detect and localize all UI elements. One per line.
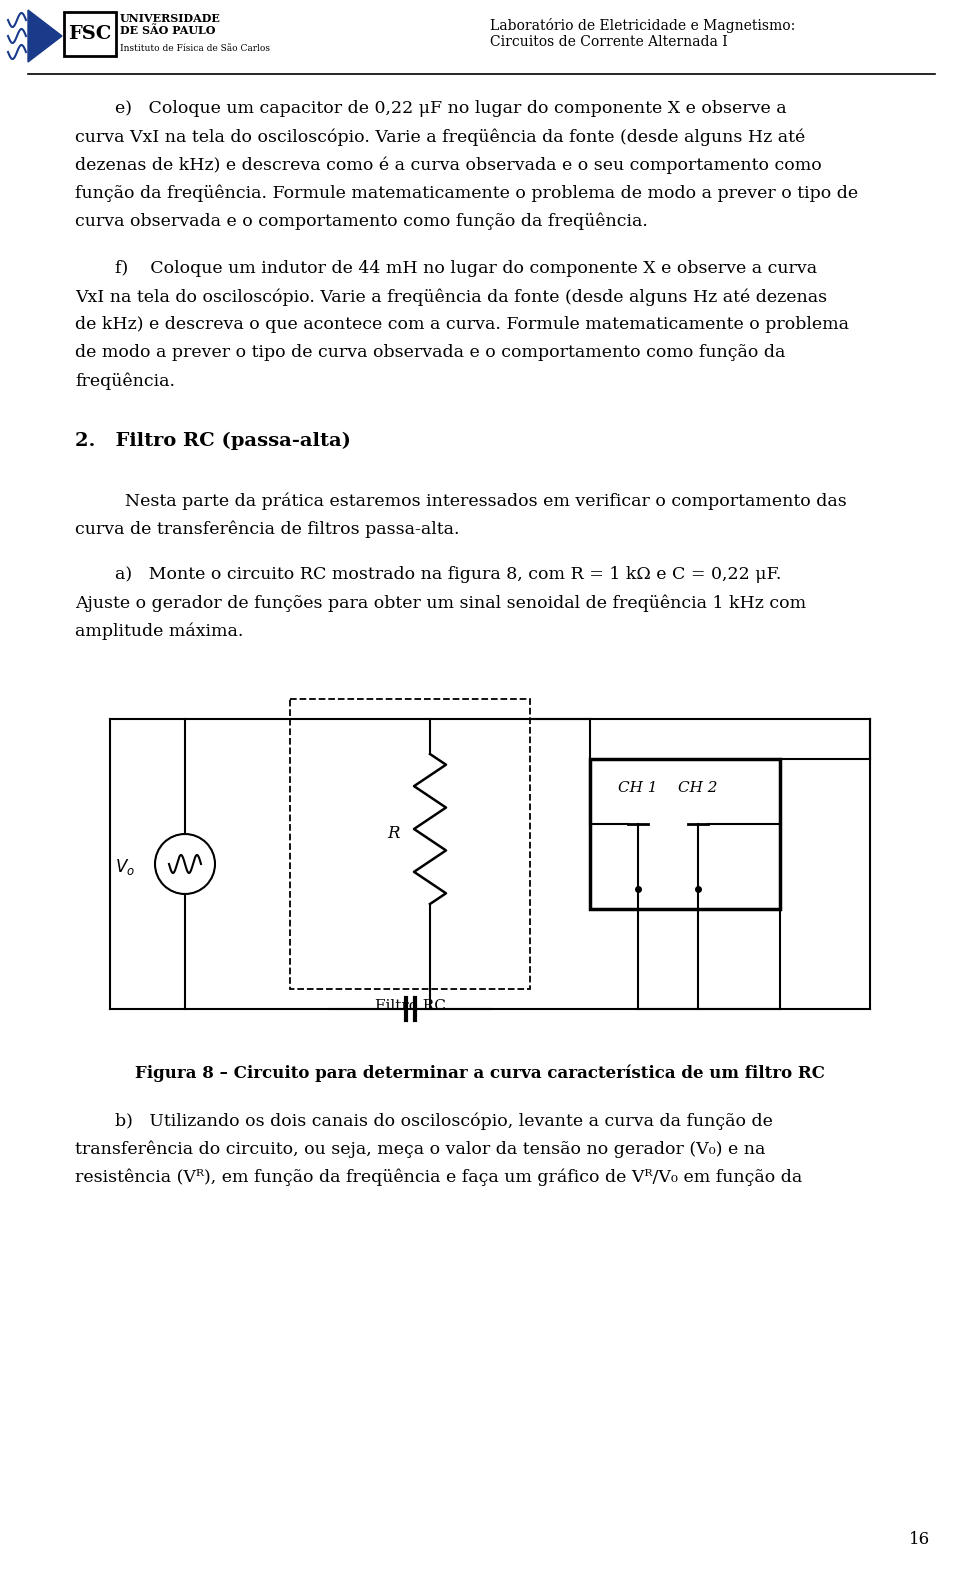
Text: curva de transferência de filtros passa-alta.: curva de transferência de filtros passa-… (75, 521, 460, 538)
Polygon shape (28, 9, 62, 61)
Text: CH 2: CH 2 (679, 782, 718, 794)
Text: R: R (388, 826, 400, 843)
Text: UNIVERSIDADE: UNIVERSIDADE (120, 13, 221, 24)
Text: DE SÃO PAULO: DE SÃO PAULO (120, 25, 215, 36)
Text: 2.   Filtro RC (passa-alta): 2. Filtro RC (passa-alta) (75, 433, 350, 450)
Text: função da freqüência. Formule matematicamente o problema de modo a prever o tipo: função da freqüência. Formule matematica… (75, 184, 858, 201)
Text: amplitude máxima.: amplitude máxima. (75, 621, 244, 640)
Text: Instituto de Física de São Carlos: Instituto de Física de São Carlos (120, 44, 270, 53)
Text: f)    Coloque um indutor de 44 mH no lugar do componente X e observe a curva: f) Coloque um indutor de 44 mH no lugar … (115, 260, 817, 277)
Text: Filtro RC: Filtro RC (374, 999, 445, 1013)
Text: transferência do circuito, ou seja, meça o valor da tensão no gerador (V₀) e na: transferência do circuito, ou seja, meça… (75, 1140, 765, 1158)
Text: curva VxI na tela do osciloscópio. Varie a freqüência da fonte (desde alguns Hz : curva VxI na tela do osciloscópio. Varie… (75, 127, 805, 145)
Text: Nesta parte da prática estaremos interessados em verificar o comportamento das: Nesta parte da prática estaremos interes… (125, 492, 847, 510)
Text: Laboratório de Eletricidade e Magnetismo:: Laboratório de Eletricidade e Magnetismo… (490, 17, 795, 33)
Text: de modo a prever o tipo de curva observada e o comportamento como função da: de modo a prever o tipo de curva observa… (75, 344, 785, 360)
Text: Circuitos de Corrente Alternada I: Circuitos de Corrente Alternada I (490, 35, 728, 49)
Text: dezenas de kHz) e descreva como é a curva observada e o seu comportamento como: dezenas de kHz) e descreva como é a curv… (75, 156, 822, 173)
Text: de kHz) e descreva o que acontece com a curva. Formule matematicamente o problem: de kHz) e descreva o que acontece com a … (75, 316, 849, 333)
Text: freqüência.: freqüência. (75, 371, 175, 390)
Text: FSC: FSC (68, 25, 111, 42)
Text: VxI na tela do osciloscópio. Varie a freqüência da fonte (desde alguns Hz até de: VxI na tela do osciloscópio. Varie a fre… (75, 288, 828, 305)
Text: CH 1: CH 1 (618, 782, 658, 794)
Text: curva observada e o comportamento como função da freqüência.: curva observada e o comportamento como f… (75, 212, 648, 230)
Text: b)   Utilizando os dois canais do osciloscópio, levante a curva da função de: b) Utilizando os dois canais do oscilosc… (115, 1112, 773, 1129)
Text: Figura 8 – Circuito para determinar a curva característica de um filtro RC: Figura 8 – Circuito para determinar a cu… (135, 1063, 825, 1082)
Text: a)   Monte o circuito RC mostrado na figura 8, com R = 1 kΩ e C = 0,22 μF.: a) Monte o circuito RC mostrado na figur… (115, 566, 781, 584)
Text: e)   Coloque um capacitor de 0,22 μF no lugar do componente X e observe a: e) Coloque um capacitor de 0,22 μF no lu… (115, 101, 786, 116)
Text: Ajuste o gerador de funções para obter um sinal senoidal de freqüência 1 kHz com: Ajuste o gerador de funções para obter u… (75, 595, 806, 612)
Text: 16: 16 (909, 1531, 930, 1548)
Text: resistência (Vᴿ), em função da freqüência e faça um gráfico de Vᴿ/V₀ em função d: resistência (Vᴿ), em função da freqüênci… (75, 1169, 803, 1186)
FancyBboxPatch shape (64, 13, 116, 57)
FancyBboxPatch shape (590, 760, 780, 909)
Text: $V_o$: $V_o$ (115, 857, 135, 878)
